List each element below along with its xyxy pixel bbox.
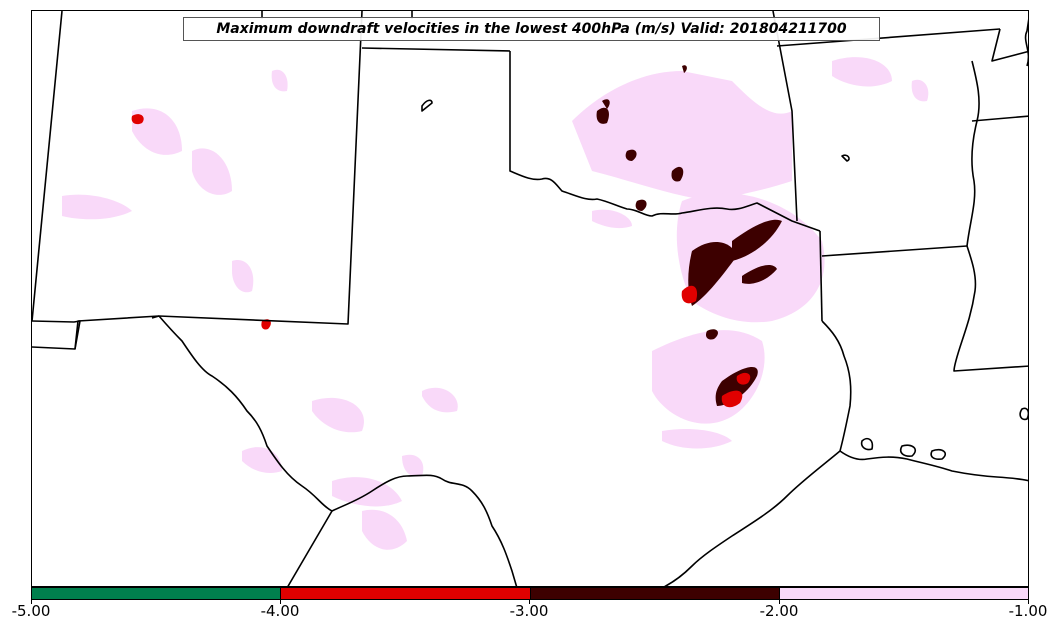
colorbar-tick	[31, 600, 32, 604]
colorbar-tick	[529, 600, 530, 604]
colorbar-tick	[779, 600, 780, 604]
colorbar-tick	[1028, 600, 1029, 604]
state-boundaries	[32, 11, 1028, 586]
colorbar-segment	[778, 588, 1028, 599]
map-title: Maximum downdraft velocities in the lowe…	[183, 17, 880, 41]
colorbar-segment	[32, 588, 281, 599]
colorbar-tick-label: -5.00	[11, 602, 51, 620]
colorbar-tick-label: -4.00	[260, 602, 300, 620]
colorbar	[31, 587, 1029, 600]
colorbar-tick-label: -3.00	[509, 602, 549, 620]
colorbar-segment	[280, 588, 530, 599]
colorbar-tick-label: -2.00	[759, 602, 799, 620]
downdraft-shading	[62, 57, 929, 550]
colorbar-tick	[280, 600, 281, 604]
map-panel: Maximum downdraft velocities in the lowe…	[31, 10, 1029, 587]
colorbar-segment	[529, 588, 779, 599]
colorbar-tick-label: -1.00	[1008, 602, 1048, 620]
map-canvas	[32, 11, 1028, 586]
